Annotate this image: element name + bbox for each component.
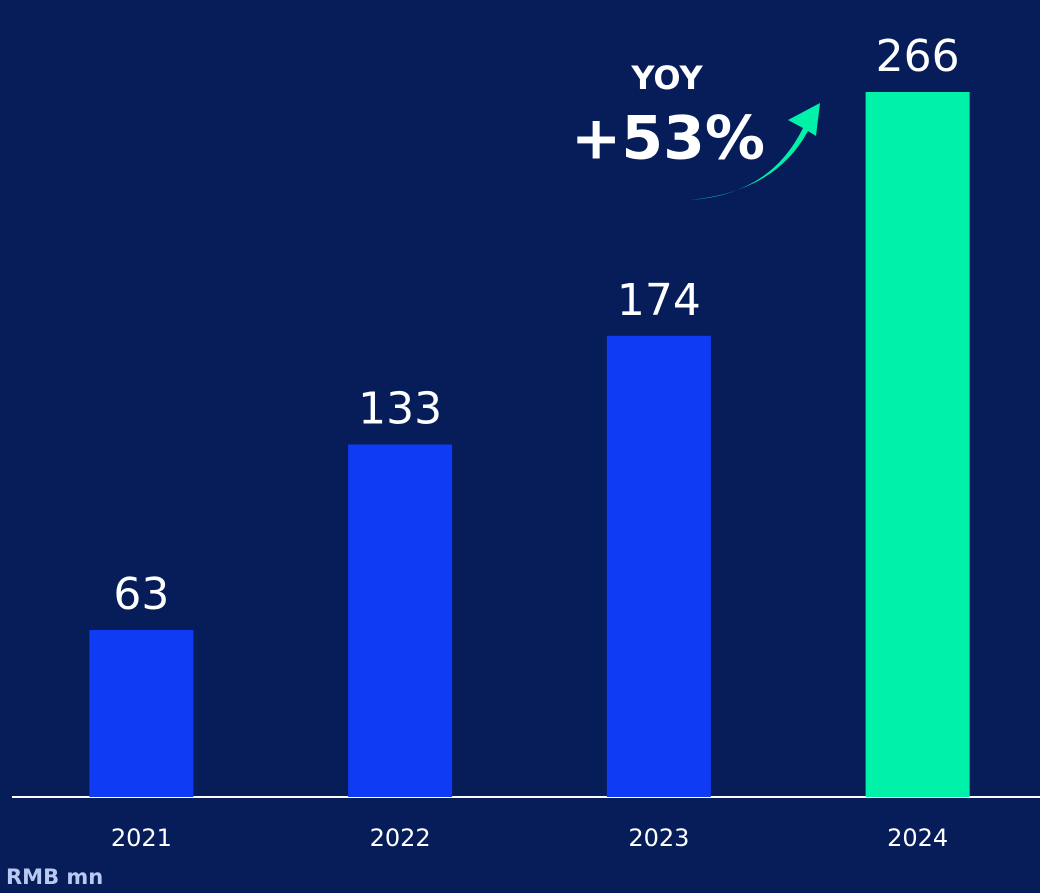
unit-label: RMB mn bbox=[6, 865, 103, 889]
x-tick-label: 2021 bbox=[111, 824, 172, 852]
bar bbox=[865, 92, 970, 797]
bar bbox=[348, 444, 453, 797]
x-tick-label: 2024 bbox=[887, 824, 948, 852]
bar bbox=[89, 630, 194, 797]
value-label: 266 bbox=[876, 31, 960, 82]
annotation-growth: +53% bbox=[571, 104, 765, 174]
growth-arrow bbox=[690, 103, 820, 200]
annotation-yoy: YOY bbox=[630, 59, 703, 97]
value-label: 174 bbox=[617, 275, 701, 326]
value-label: 63 bbox=[113, 569, 169, 620]
value-label: 133 bbox=[358, 384, 442, 435]
x-tick-label: 2022 bbox=[370, 824, 431, 852]
x-tick-label: 2023 bbox=[628, 824, 689, 852]
bar bbox=[606, 335, 711, 797]
